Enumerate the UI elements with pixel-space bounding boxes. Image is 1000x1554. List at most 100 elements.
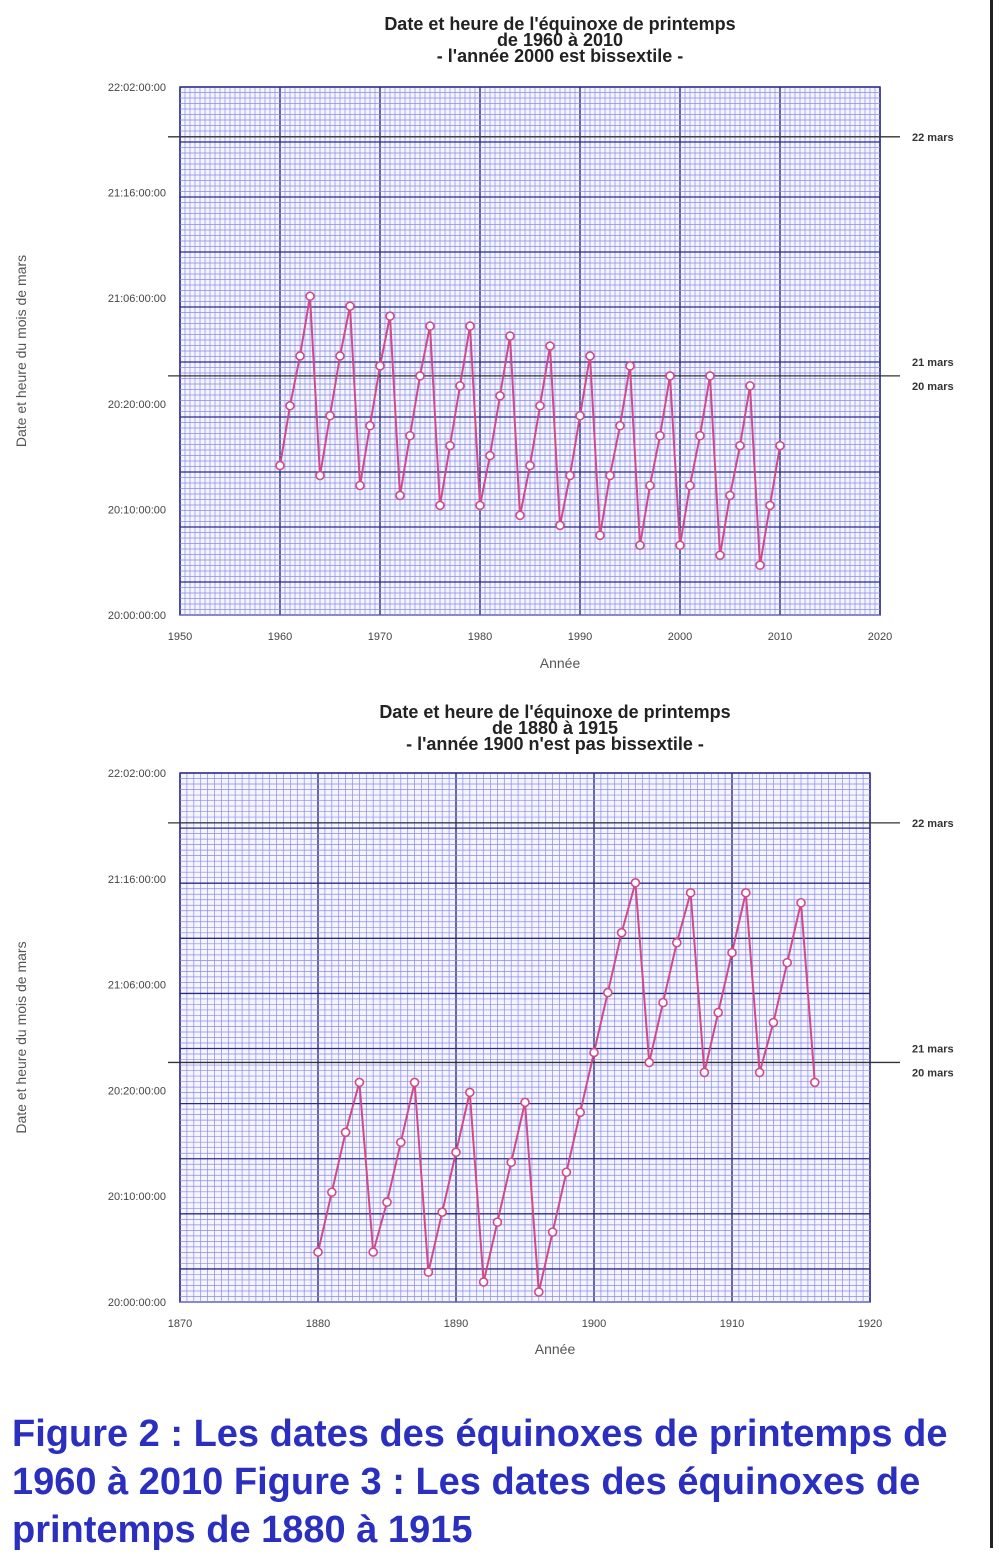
data-point bbox=[326, 1187, 337, 1198]
data-point bbox=[395, 1137, 406, 1148]
data-point bbox=[275, 460, 285, 471]
y-tick-label: 21:16:00:00 bbox=[108, 188, 166, 200]
data-point bbox=[437, 1207, 448, 1217]
data-point bbox=[382, 1197, 392, 1207]
data-point bbox=[505, 331, 515, 341]
data-point bbox=[425, 321, 435, 331]
data-point bbox=[768, 1017, 779, 1028]
frame-border bbox=[990, 0, 993, 1548]
data-point bbox=[735, 440, 745, 451]
data-point bbox=[644, 1057, 655, 1068]
data-point bbox=[547, 1227, 558, 1237]
data-point bbox=[616, 927, 627, 938]
x-tick-label: 1880 bbox=[306, 1318, 330, 1330]
x-axis-title: Année bbox=[540, 655, 581, 671]
data-point bbox=[423, 1267, 434, 1277]
marker-label-21-mars: 21 mars bbox=[912, 1043, 954, 1055]
x-tick-label: 2000 bbox=[668, 631, 692, 643]
y-tick-label: 21:16:00:00 bbox=[108, 874, 166, 886]
data-point bbox=[545, 341, 555, 351]
data-point bbox=[475, 500, 485, 511]
data-point bbox=[385, 311, 395, 321]
data-point bbox=[415, 371, 425, 381]
marker-label-20-mars: 20 mars bbox=[912, 1067, 954, 1079]
x-tick-label: 1970 bbox=[368, 631, 392, 643]
x-tick-label: 1950 bbox=[168, 631, 192, 643]
data-point bbox=[520, 1097, 530, 1108]
y-tick-label: 21:06:00:00 bbox=[108, 980, 166, 992]
y-tick-label: 20:00:00:00 bbox=[108, 610, 166, 622]
y-tick-label: 22:02:00:00 bbox=[108, 82, 166, 94]
data-point bbox=[515, 510, 525, 521]
data-point bbox=[775, 440, 785, 451]
data-point bbox=[445, 440, 455, 451]
marker-label-22-mars: 22 mars bbox=[912, 818, 954, 830]
y-tick-label: 20:20:00:00 bbox=[108, 399, 166, 411]
chart-title-line: de 1880 à 1915 bbox=[492, 718, 618, 738]
chart-title-line: Date et heure de l'équinoxe de printemps bbox=[384, 14, 735, 34]
x-tick-label: 1890 bbox=[444, 1318, 468, 1330]
data-point bbox=[395, 490, 405, 501]
data-point bbox=[727, 947, 737, 958]
y-tick-label: 20:00:00:00 bbox=[108, 1297, 166, 1309]
x-tick-label: 1980 bbox=[468, 631, 492, 643]
data-point bbox=[602, 987, 613, 998]
data-point bbox=[695, 430, 705, 441]
data-point bbox=[665, 371, 675, 381]
data-point bbox=[705, 371, 715, 381]
grid bbox=[179, 86, 881, 616]
data-point bbox=[575, 1107, 586, 1118]
x-tick-label: 1960 bbox=[268, 631, 292, 643]
data-point bbox=[675, 540, 685, 551]
data-point bbox=[455, 381, 465, 391]
data-point bbox=[409, 1077, 420, 1088]
data-point bbox=[725, 490, 735, 501]
data-point bbox=[295, 351, 305, 361]
chart-title-line: - l'année 2000 est bissextile - bbox=[437, 46, 683, 66]
data-point bbox=[585, 351, 595, 361]
data-point bbox=[354, 1077, 365, 1088]
figure-caption: Figure 2 : Les dates des équinoxes de pr… bbox=[12, 1413, 948, 1551]
x-tick-label: 2020 bbox=[868, 631, 892, 643]
data-point bbox=[533, 1287, 544, 1297]
data-point bbox=[782, 957, 793, 968]
marker-label-22-mars: 22 mars bbox=[912, 132, 954, 144]
chart-1: Date et heure de l'équinoxe de printemps… bbox=[13, 14, 954, 671]
data-point bbox=[555, 520, 565, 531]
data-point bbox=[699, 1067, 710, 1078]
data-point bbox=[658, 997, 668, 1008]
data-point bbox=[478, 1277, 489, 1287]
data-point bbox=[595, 530, 605, 541]
data-point bbox=[313, 1247, 323, 1257]
y-tick-label: 20:10:00:00 bbox=[108, 504, 166, 516]
data-point bbox=[575, 410, 585, 421]
data-point bbox=[765, 500, 775, 511]
y-axis-title: Date et heure du mois de mars bbox=[13, 941, 29, 1133]
marker-label-20-mars: 20 mars bbox=[912, 381, 954, 393]
data-point bbox=[492, 1217, 503, 1227]
data-point bbox=[740, 887, 751, 898]
data-point bbox=[615, 420, 625, 431]
data-point bbox=[340, 1127, 351, 1138]
data-point bbox=[465, 321, 475, 331]
data-point bbox=[535, 400, 545, 411]
data-point bbox=[671, 937, 682, 948]
data-point bbox=[435, 500, 445, 511]
data-point bbox=[589, 1047, 599, 1058]
data-point bbox=[325, 410, 335, 421]
y-tick-label: 22:02:00:00 bbox=[108, 768, 166, 780]
data-point bbox=[715, 550, 725, 561]
chart-2: Date et heure de l'équinoxe de printemps… bbox=[13, 702, 954, 1357]
data-point bbox=[809, 1077, 820, 1088]
data-point bbox=[645, 480, 655, 491]
chart-title-line: Date et heure de l'équinoxe de printemps bbox=[379, 702, 730, 722]
data-point bbox=[755, 560, 765, 570]
x-tick-label: 1910 bbox=[720, 1318, 744, 1330]
x-axis-title: Année bbox=[535, 1341, 576, 1357]
data-point bbox=[754, 1067, 765, 1078]
y-axis-title: Date et heure du mois de mars bbox=[13, 255, 29, 447]
data-point bbox=[355, 480, 365, 491]
x-tick-label: 1870 bbox=[168, 1318, 192, 1330]
data-point bbox=[464, 1087, 475, 1098]
